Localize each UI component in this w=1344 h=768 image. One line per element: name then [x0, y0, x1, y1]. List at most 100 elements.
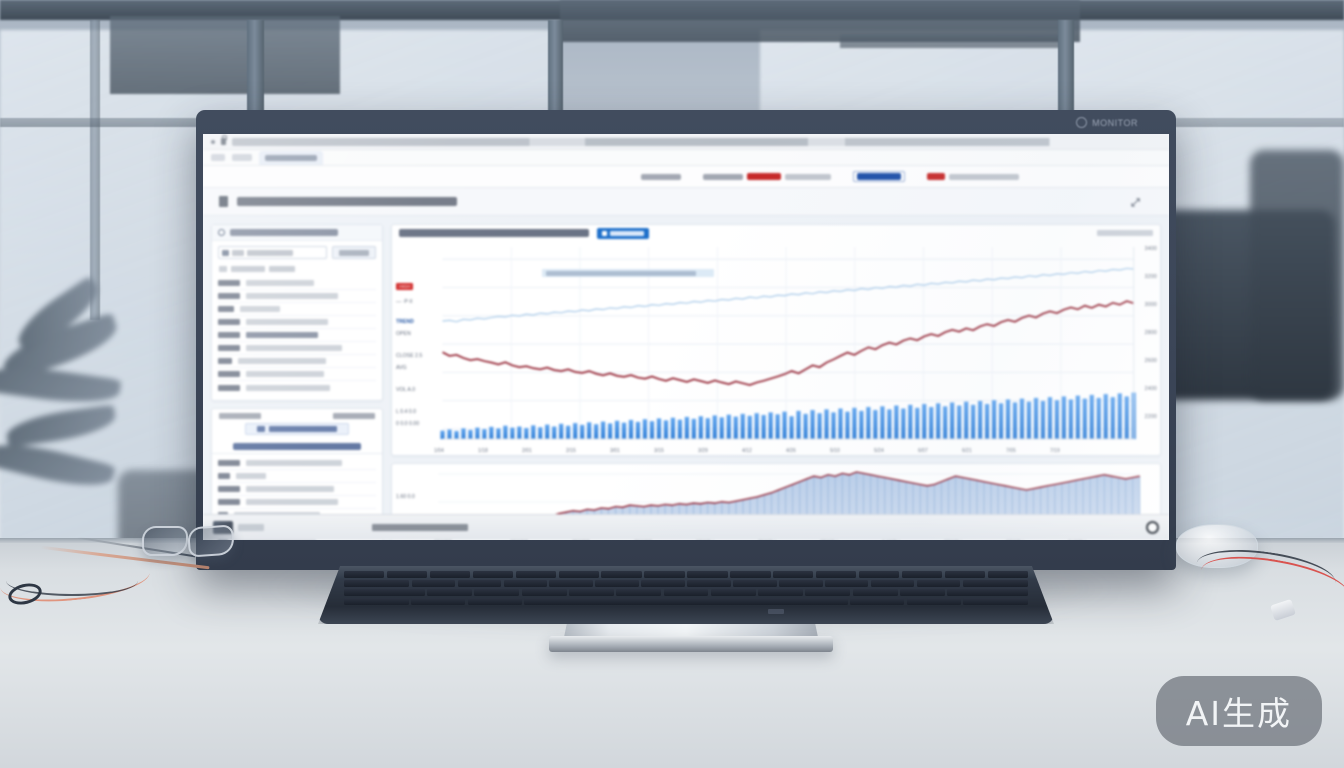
- list-item[interactable]: [218, 381, 376, 394]
- y-tick: 2200: [1144, 414, 1157, 420]
- workspace: HIGH — ·P·II TREND OPEN CLOSE 2.5 AVG VO…: [203, 216, 1169, 540]
- main-content: HIGH — ·P·II TREND OPEN CLOSE 2.5 AVG VO…: [391, 224, 1161, 540]
- x-tick: 3/29: [698, 448, 708, 455]
- x-tick: 1/18: [478, 448, 488, 455]
- list-item[interactable]: [218, 316, 376, 329]
- chart-high-badge: HIGH: [396, 283, 414, 290]
- price-chart-svg: [440, 247, 1136, 440]
- glasses-lens-left: [142, 526, 188, 556]
- keyboard-logo: [768, 609, 784, 614]
- x-tick: 6/21: [962, 448, 972, 455]
- watchlist-subtitle: [212, 264, 382, 277]
- y-tick: 3200: [1144, 274, 1157, 280]
- watchlist-title: [230, 229, 338, 236]
- x-tick: 7/05: [1006, 448, 1016, 455]
- x-tick: 3/15: [654, 448, 664, 455]
- watchlist-rows: [212, 277, 382, 400]
- taskbar: [203, 514, 1169, 540]
- desk-cable-left-2: [6, 566, 138, 596]
- y-tick: 3000: [1144, 302, 1157, 308]
- sidebar: [211, 224, 383, 540]
- x-tick: 4/26: [786, 448, 796, 455]
- watchlist-search-row: [212, 241, 382, 264]
- chart-side-label-5: VOL A.0: [396, 387, 416, 393]
- browser-tab[interactable]: [259, 150, 323, 165]
- watchlist-panel: [211, 224, 383, 401]
- list-item[interactable]: [218, 368, 376, 381]
- taskbar-chip[interactable]: [238, 524, 264, 531]
- watchlist-header: [212, 225, 382, 241]
- ticker-item-2[interactable]: [703, 173, 831, 180]
- search-input[interactable]: [218, 246, 327, 259]
- taskbar-window-label[interactable]: [372, 524, 468, 531]
- expand-icon[interactable]: ⤢: [1131, 196, 1140, 209]
- bookmark-icon-1[interactable]: [211, 154, 225, 161]
- chart-side-label-3: CLOSE 2.5: [396, 353, 423, 359]
- x-tick: 5/24: [874, 448, 884, 455]
- filter-button[interactable]: [332, 246, 376, 259]
- back-icon[interactable]: [211, 139, 215, 144]
- chart-header: [392, 225, 1160, 241]
- mouse[interactable]: [1176, 524, 1258, 568]
- chart-annotation: [542, 269, 714, 277]
- details-meta-left: [219, 413, 261, 419]
- x-tick: 2/01: [522, 448, 532, 455]
- chart-side-label-2: OPEN: [396, 331, 411, 337]
- browser-bookmark-bar[interactable]: [203, 150, 1169, 166]
- details-meta-right: [333, 413, 375, 419]
- glasses-lens-right: [187, 524, 235, 558]
- browser-url-bar[interactable]: [203, 134, 1169, 150]
- ticker-item-3[interactable]: [853, 171, 905, 182]
- y-tick: 2600: [1144, 358, 1157, 364]
- list-item[interactable]: [218, 303, 376, 316]
- details-title: [212, 439, 382, 454]
- search-icon: [218, 229, 225, 236]
- list-item[interactable]: [218, 277, 376, 290]
- table-row[interactable]: [218, 483, 376, 496]
- x-tick: 3/01: [610, 448, 620, 455]
- table-row[interactable]: [218, 496, 376, 509]
- monitor-screen: ⤢: [203, 134, 1169, 540]
- ticker-item-1[interactable]: [641, 173, 681, 180]
- bookmark-icon-2[interactable]: [232, 154, 252, 161]
- app-logo-icon: [219, 196, 228, 207]
- app-header: ⤢: [203, 188, 1169, 216]
- y-tick: 3400: [1144, 246, 1157, 252]
- ticker-item-4[interactable]: [927, 173, 1019, 180]
- url-text[interactable]: [232, 137, 1161, 146]
- price-chart-card: HIGH — ·P·II TREND OPEN CLOSE 2.5 AVG VO…: [391, 224, 1161, 457]
- live-data-badge[interactable]: [597, 227, 649, 239]
- monitor-stand-base: [549, 636, 833, 652]
- chart-side-label-6: L 0.4 0.0: [396, 409, 416, 415]
- table-row[interactable]: [218, 457, 376, 470]
- chart-side-label-1: — ·P·II: [396, 299, 413, 305]
- x-tick: 5/10: [830, 448, 840, 455]
- ai-generated-watermark: AI生成: [1155, 676, 1322, 746]
- price-chart[interactable]: HIGH — ·P·II TREND OPEN CLOSE 2.5 AVG VO…: [392, 241, 1160, 455]
- x-tick: 6/07: [918, 448, 928, 455]
- list-item[interactable]: [218, 355, 376, 368]
- table-row[interactable]: [218, 470, 376, 483]
- clock-icon[interactable]: [1146, 521, 1159, 534]
- list-item[interactable]: [218, 329, 376, 342]
- y-tick: 2400: [1144, 386, 1157, 392]
- details-meta: [212, 409, 382, 421]
- x-tick: 1/04: [434, 448, 444, 455]
- brand-mark-icon: [1076, 117, 1088, 128]
- list-item[interactable]: [218, 290, 376, 303]
- chart-side-label-4: AVG: [396, 365, 407, 371]
- details-action-pill[interactable]: [245, 423, 349, 435]
- keyboard[interactable]: [318, 566, 1054, 624]
- list-item[interactable]: [218, 342, 376, 355]
- sub-chart-ylabel: 1.60 0.0: [396, 494, 415, 501]
- range-selector[interactable]: [1097, 230, 1153, 236]
- monitor: MONITOR: [196, 110, 1176, 570]
- monitor-brand-logo: MONITOR: [1076, 117, 1138, 128]
- brand-label: MONITOR: [1092, 117, 1138, 128]
- keyboard-keys: [344, 571, 1028, 605]
- chart-title: [399, 229, 589, 237]
- y-tick: 2800: [1144, 330, 1157, 336]
- lock-icon: [221, 135, 228, 145]
- x-tick: 4/12: [742, 448, 752, 455]
